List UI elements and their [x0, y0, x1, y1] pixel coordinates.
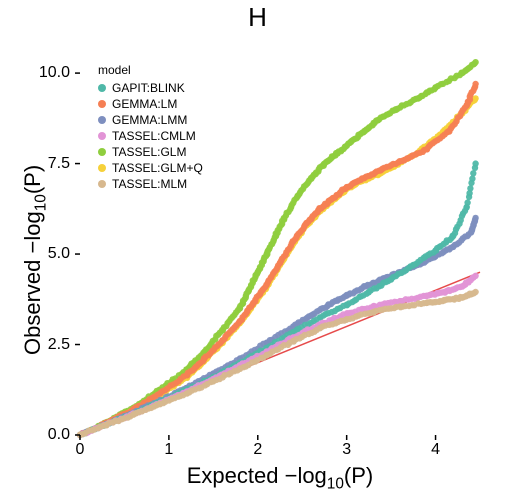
legend: model GAPIT:BLINKGEMMA:LMGEMMA:LMMTASSEL… — [98, 62, 203, 192]
legend-swatch — [98, 148, 106, 156]
legend-item: TASSEL:GLM+Q — [98, 160, 203, 176]
y-tick-label: 0.0 — [30, 426, 70, 444]
legend-swatch — [98, 132, 106, 140]
legend-item: GEMMA:LMM — [98, 112, 203, 128]
y-tick-label: 2.5 — [30, 336, 70, 354]
x-tick-label: 1 — [154, 441, 184, 459]
x-axis-label: Expected −log10(P) — [80, 463, 480, 493]
legend-item: GEMMA:LM — [98, 96, 203, 112]
legend-label: GAPIT:BLINK — [112, 80, 185, 96]
y-tick-label: 7.5 — [30, 155, 70, 173]
legend-swatch — [98, 100, 106, 108]
x-tick-label: 0 — [65, 441, 95, 459]
x-tick-label: 3 — [332, 441, 362, 459]
legend-item: TASSEL:CMLM — [98, 128, 203, 144]
legend-swatch — [98, 116, 106, 124]
x-tick-label: 4 — [421, 441, 451, 459]
legend-title: model — [98, 62, 203, 78]
legend-swatch — [98, 180, 106, 188]
panel-letter: H — [0, 2, 515, 33]
legend-item: TASSEL:MLM — [98, 176, 203, 192]
x-tick-label: 2 — [243, 441, 273, 459]
legend-label: GEMMA:LMM — [112, 112, 187, 128]
series-TASSEL:MLM — [77, 289, 479, 438]
legend-label: TASSEL:CMLM — [112, 128, 196, 144]
legend-label: TASSEL:GLM+Q — [112, 160, 203, 176]
y-tick-label: 5.0 — [30, 245, 70, 263]
y-tick-label: 10.0 — [30, 64, 70, 82]
legend-swatch — [98, 84, 106, 92]
chart-panel: H Observed −log10(P) Expected −log10(P) … — [0, 0, 515, 500]
legend-label: GEMMA:LM — [112, 96, 177, 112]
legend-swatch — [98, 164, 106, 172]
legend-item: GAPIT:BLINK — [98, 80, 203, 96]
legend-label: TASSEL:GLM — [112, 144, 186, 160]
legend-item: TASSEL:GLM — [98, 144, 203, 160]
legend-label: TASSEL:MLM — [112, 176, 187, 192]
